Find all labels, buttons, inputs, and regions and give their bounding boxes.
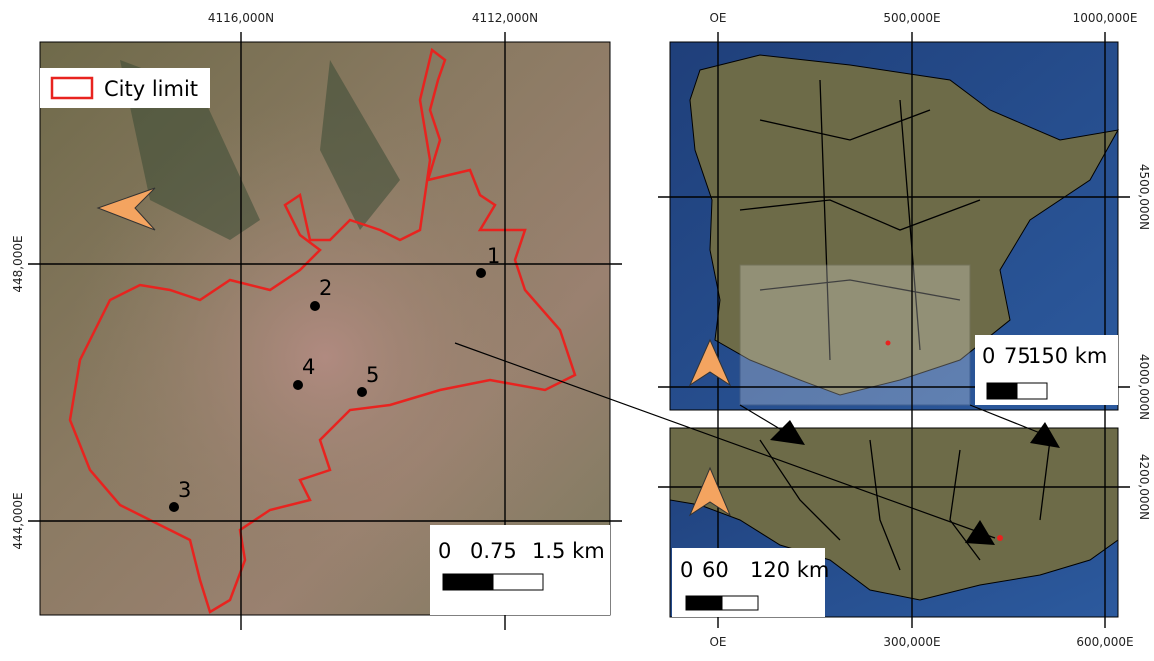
borders <box>759 439 1051 571</box>
point <box>357 387 367 397</box>
scale-bar <box>442 573 494 591</box>
andalusia-map: OE 300,000E 600,000E 4200,000N 0 60 120 … <box>658 420 1151 649</box>
coord-label: 444,000E <box>11 492 25 549</box>
legend-swatch <box>50 76 94 100</box>
coord-label: OE <box>709 11 726 25</box>
point <box>310 301 320 311</box>
iberia <box>689 54 1119 396</box>
scale-label: 150 km <box>1028 344 1107 368</box>
coord-label: 4500,000N <box>1137 164 1151 230</box>
point-label: 3 <box>178 478 191 502</box>
borders <box>739 79 981 361</box>
coord-label: 4112,000N <box>472 11 538 25</box>
point <box>169 502 179 512</box>
scale-label: 0.75 <box>470 539 517 563</box>
legend-label: City limit <box>104 77 198 101</box>
arrow-head <box>1030 422 1060 448</box>
city-limit <box>68 47 577 614</box>
north-arrow <box>688 338 732 387</box>
connector-line <box>969 404 1046 436</box>
site <box>997 535 1003 541</box>
point-label: 1 <box>487 244 500 268</box>
point <box>293 380 303 390</box>
spain-map: OE 500,000E 1000,000E 4500,000N 4000,000… <box>658 11 1151 420</box>
coord-label: OE <box>709 635 726 649</box>
site <box>885 340 891 346</box>
arrow-head <box>770 420 805 445</box>
scale-box <box>430 525 610 615</box>
scale-label: 120 km <box>750 558 829 582</box>
coord-label: 4000,000N <box>1137 354 1151 420</box>
scale-bar <box>492 573 544 591</box>
point-label: 4 <box>302 355 315 379</box>
map-frame <box>39 41 611 616</box>
main-map: 4116,000N 4112,000N 448,000E 444,000E Ci… <box>11 11 622 630</box>
coord-label: 500,000E <box>883 11 940 25</box>
point-label: 2 <box>319 276 332 300</box>
scale-label: 75 <box>1004 344 1031 368</box>
coord-label: 4116,000N <box>208 11 274 25</box>
scale-label: 0 <box>680 558 693 582</box>
map-frame <box>669 427 1119 618</box>
scale-label: 60 <box>702 558 729 582</box>
point <box>476 268 486 278</box>
legend-box <box>40 68 210 108</box>
map-frame <box>669 41 1119 411</box>
scale-label: 0 <box>982 344 995 368</box>
north-arrow <box>688 466 732 517</box>
study-extent <box>739 264 971 406</box>
scale-bar <box>685 595 723 611</box>
coord-label: 300,000E <box>883 635 940 649</box>
scale-bar <box>986 382 1018 400</box>
point-label: 5 <box>366 363 379 387</box>
coord-label: 600,000E <box>1076 635 1133 649</box>
coord-label: 4200,000N <box>1137 454 1151 520</box>
scale-bar <box>1016 382 1048 400</box>
scale-label: 0 <box>438 539 451 563</box>
coord-label: 448,000E <box>11 235 25 292</box>
connectors <box>454 342 1060 545</box>
coord-label: 1000,000E <box>1073 11 1138 25</box>
north-arrow <box>96 187 156 231</box>
scale-label: 1.5 km <box>532 539 605 563</box>
connector-line <box>454 342 996 539</box>
scale-bar <box>721 595 759 611</box>
land <box>669 427 1119 601</box>
arrow-head <box>965 520 995 545</box>
